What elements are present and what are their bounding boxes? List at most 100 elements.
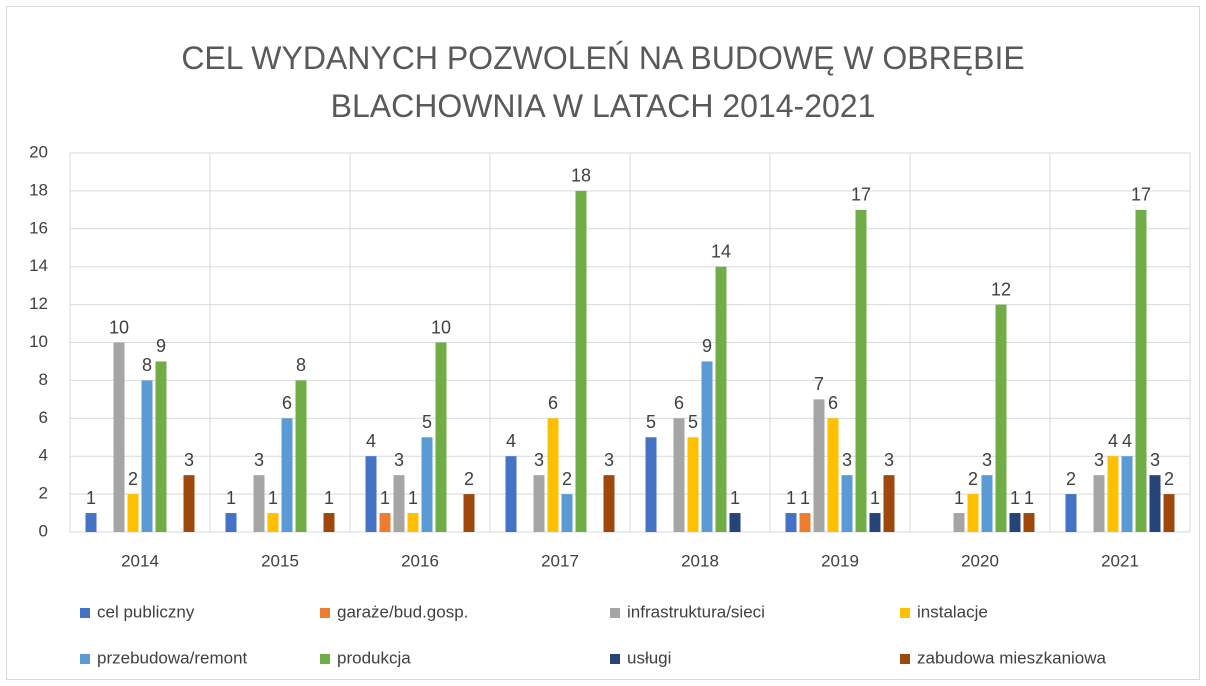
bar xyxy=(701,361,713,532)
bar xyxy=(869,513,881,532)
data-label: 3 xyxy=(254,450,264,470)
bar xyxy=(1023,513,1035,532)
bar xyxy=(561,494,573,532)
data-label: 1 xyxy=(408,488,418,508)
bar xyxy=(127,494,139,532)
bar xyxy=(813,399,825,532)
data-label: 3 xyxy=(1150,450,1160,470)
y-tick-label: 2 xyxy=(39,484,48,503)
bar xyxy=(323,513,335,532)
bar xyxy=(365,456,377,532)
data-label: 6 xyxy=(548,393,558,413)
legend-label: produkcja xyxy=(337,648,411,667)
data-label: 1 xyxy=(800,488,810,508)
data-label: 1 xyxy=(1010,488,1020,508)
data-label: 4 xyxy=(1122,431,1132,451)
data-label: 1 xyxy=(268,488,278,508)
y-tick-label: 10 xyxy=(29,332,48,351)
bar xyxy=(953,513,965,532)
data-label: 9 xyxy=(702,336,712,356)
legend-swatch xyxy=(610,654,620,664)
y-tick-label: 20 xyxy=(29,142,48,161)
bar xyxy=(687,437,699,532)
bar xyxy=(393,475,405,532)
bar xyxy=(379,513,391,532)
bar xyxy=(295,380,307,532)
data-label: 9 xyxy=(156,336,166,356)
data-label: 1 xyxy=(730,488,740,508)
x-tick-label: 2016 xyxy=(401,551,439,570)
bar xyxy=(505,456,517,532)
bar xyxy=(855,209,867,532)
bar xyxy=(883,475,895,532)
bar xyxy=(141,380,153,532)
legend-swatch xyxy=(900,608,910,618)
bar xyxy=(85,513,97,532)
x-tick-label: 2019 xyxy=(821,551,859,570)
legend-label: zabudowa mieszkaniowa xyxy=(917,648,1107,667)
legend-swatch xyxy=(80,608,90,618)
legend-swatch xyxy=(900,654,910,664)
data-label: 8 xyxy=(142,355,152,375)
y-tick-label: 18 xyxy=(29,180,48,199)
bar xyxy=(225,513,237,532)
bar xyxy=(435,342,447,532)
bar xyxy=(183,475,195,532)
data-label: 1 xyxy=(380,488,390,508)
y-tick-label: 0 xyxy=(39,521,48,540)
bar xyxy=(155,361,167,532)
bar xyxy=(785,513,797,532)
bar xyxy=(1163,494,1175,532)
bar xyxy=(1107,456,1119,532)
bar xyxy=(645,437,657,532)
data-label: 6 xyxy=(282,393,292,413)
bar xyxy=(799,513,811,532)
data-label: 2 xyxy=(128,469,138,489)
bar xyxy=(463,494,475,532)
data-label: 1 xyxy=(870,488,880,508)
y-tick-label: 4 xyxy=(39,446,48,465)
bar xyxy=(1149,475,1161,532)
data-label: 5 xyxy=(688,412,698,432)
data-label: 7 xyxy=(814,374,824,394)
legend-label: garaże/bud.gosp. xyxy=(337,602,468,621)
data-label: 12 xyxy=(991,279,1011,299)
bar xyxy=(1009,513,1021,532)
bar xyxy=(841,475,853,532)
data-label: 6 xyxy=(828,393,838,413)
legend-swatch xyxy=(320,608,330,618)
bar xyxy=(575,190,587,532)
bar xyxy=(981,475,993,532)
bar xyxy=(1135,209,1147,532)
x-tick-label: 2018 xyxy=(681,551,719,570)
bar xyxy=(547,418,559,532)
data-label: 5 xyxy=(646,412,656,432)
data-label: 17 xyxy=(851,185,871,205)
data-label: 1 xyxy=(226,488,236,508)
bar xyxy=(1093,475,1105,532)
bar xyxy=(421,437,433,532)
bar xyxy=(673,418,685,532)
bar xyxy=(253,475,265,532)
bar xyxy=(281,418,293,532)
data-label: 1 xyxy=(1024,488,1034,508)
bar xyxy=(715,266,727,532)
bar xyxy=(533,475,545,532)
data-label: 3 xyxy=(842,450,852,470)
y-tick-label: 16 xyxy=(29,218,48,237)
x-tick-label: 2015 xyxy=(261,551,299,570)
bar xyxy=(1121,456,1133,532)
y-tick-label: 12 xyxy=(29,294,48,313)
data-label: 10 xyxy=(109,317,129,337)
bar xyxy=(267,513,279,532)
data-label: 3 xyxy=(1094,450,1104,470)
data-label: 4 xyxy=(1108,431,1118,451)
data-label: 2 xyxy=(562,469,572,489)
data-label: 6 xyxy=(674,393,684,413)
data-label: 3 xyxy=(982,450,992,470)
legend-label: usługi xyxy=(627,648,671,667)
data-label: 1 xyxy=(324,488,334,508)
data-label: 8 xyxy=(296,355,306,375)
bar xyxy=(967,494,979,532)
data-label: 10 xyxy=(431,317,451,337)
